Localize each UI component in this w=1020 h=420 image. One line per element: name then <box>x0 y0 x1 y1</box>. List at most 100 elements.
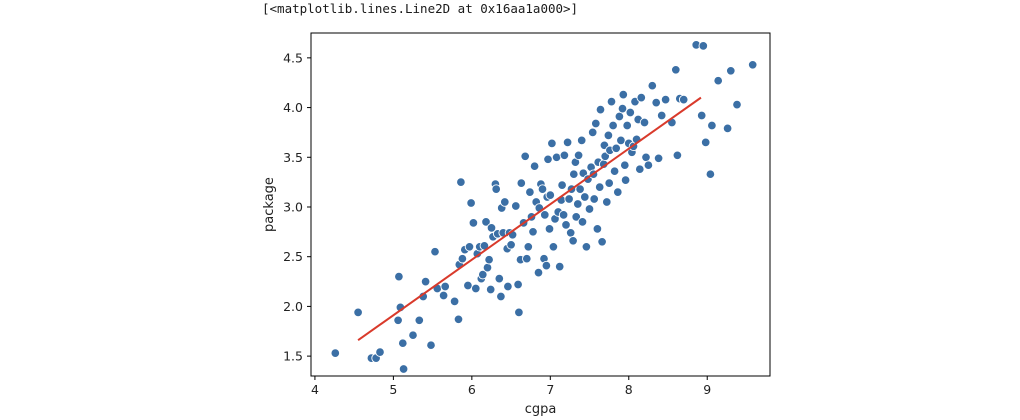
data-point <box>606 96 617 107</box>
data-point <box>471 283 481 294</box>
data-point <box>713 75 723 86</box>
data-point <box>671 65 681 75</box>
data-point <box>414 315 425 326</box>
data-point <box>732 99 742 110</box>
y-tick-label: 3.5 <box>283 150 303 165</box>
data-point <box>430 246 440 257</box>
data-point <box>618 89 629 100</box>
data-point <box>481 217 491 227</box>
data-point <box>408 330 418 340</box>
data-point <box>611 143 621 154</box>
data-point <box>554 261 565 272</box>
x-axis-label: cgpa <box>525 402 557 417</box>
y-tick-label: 2.0 <box>283 299 303 314</box>
data-point <box>635 164 645 174</box>
data-point <box>561 220 571 230</box>
data-point <box>523 242 534 252</box>
data-point <box>705 169 716 179</box>
data-point <box>468 218 479 228</box>
data-point <box>544 224 555 234</box>
y-axis-label: package <box>262 177 277 232</box>
data-point <box>420 276 431 287</box>
data-point <box>581 242 592 252</box>
data-point <box>700 137 711 148</box>
data-point <box>529 161 540 171</box>
x-tick-label: 5 <box>389 382 397 397</box>
data-point <box>449 296 460 307</box>
data-point <box>698 41 709 51</box>
data-point <box>426 340 436 350</box>
data-point <box>375 347 385 357</box>
x-axis-ticks: 4 5 6 7 8 9 <box>311 376 711 397</box>
data-point <box>603 130 614 141</box>
data-point <box>587 127 598 138</box>
data-point <box>576 135 587 146</box>
data-point <box>594 182 605 192</box>
data-point <box>568 236 578 246</box>
data-point <box>533 267 544 278</box>
data-point <box>330 348 341 358</box>
data-point <box>484 254 494 265</box>
data-point <box>647 80 658 91</box>
data-point <box>558 210 569 220</box>
data-point <box>625 107 636 118</box>
data-point <box>398 338 408 348</box>
data-point <box>613 187 623 197</box>
data-point <box>584 204 595 214</box>
data-point <box>440 281 450 292</box>
data-point <box>500 197 510 207</box>
data-point <box>393 315 403 326</box>
data-point <box>656 110 667 121</box>
data-point <box>464 242 475 252</box>
cell-output-text: [<matplotlib.lines.Line2D at 0x16aa1a000… <box>262 1 579 16</box>
x-tick-label: 9 <box>703 382 711 397</box>
data-point <box>616 135 626 146</box>
data-point <box>651 97 661 108</box>
data-point <box>589 194 599 204</box>
y-tick-label: 4.5 <box>283 50 303 65</box>
data-point <box>660 94 671 105</box>
x-tick-label: 4 <box>311 382 319 397</box>
data-point <box>597 237 607 247</box>
data-point <box>457 253 468 264</box>
data-point <box>678 94 689 105</box>
data-point <box>486 223 497 233</box>
data-point <box>602 197 612 207</box>
y-tick-label: 4.0 <box>283 100 303 115</box>
data-point <box>516 178 527 188</box>
data-point <box>547 138 557 149</box>
data-point <box>478 269 488 280</box>
data-point <box>453 314 464 325</box>
data-point <box>503 281 513 292</box>
data-point <box>482 262 493 273</box>
data-point <box>545 190 556 200</box>
data-point <box>641 152 651 163</box>
x-tick-label: 6 <box>468 382 476 397</box>
data-point <box>456 177 466 187</box>
data-point <box>548 242 559 252</box>
data-point <box>557 180 567 190</box>
data-point <box>543 154 553 165</box>
data-point <box>353 307 363 318</box>
data-point <box>580 192 590 202</box>
data-point <box>564 194 574 204</box>
data-point <box>608 120 618 131</box>
data-point <box>466 198 476 208</box>
data-point <box>540 210 550 220</box>
regression-line <box>357 96 702 342</box>
data-point <box>562 137 573 148</box>
data-point <box>620 160 630 170</box>
data-point <box>653 153 664 164</box>
data-point <box>609 166 620 176</box>
data-point <box>617 103 628 114</box>
data-point <box>496 291 506 302</box>
data-point <box>569 169 579 179</box>
data-point <box>541 260 552 271</box>
axes-frame <box>310 32 771 377</box>
data-point <box>559 150 570 161</box>
data-point <box>571 212 581 222</box>
data-point <box>491 184 501 194</box>
data-point <box>672 150 683 161</box>
y-axis-ticks: 1.5 2.0 2.5 3.0 3.5 4.0 4.5 <box>283 50 311 364</box>
